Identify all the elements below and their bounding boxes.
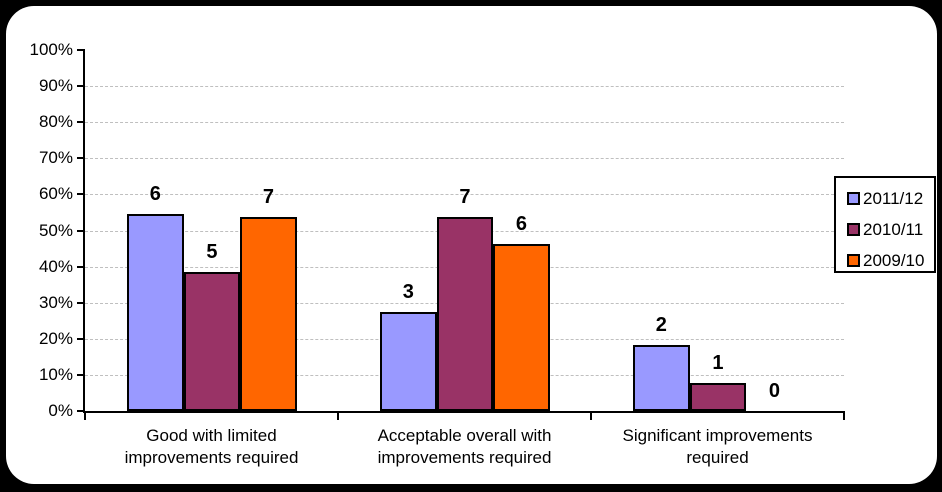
legend-label: 2009/10 [863,250,925,270]
x-tick-mark [337,411,339,420]
y-tick-mark [77,265,85,268]
bar-value-label: 7 [459,185,471,208]
legend-item: 2010/11 [836,214,934,245]
bar-value-label: 3 [402,281,414,304]
y-axis-tick-label: 30% [38,292,73,312]
y-axis-tick-label: 0% [48,401,73,420]
bar-value-label: 5 [206,241,218,263]
y-tick-mark [77,301,85,304]
bar-2011-12-cat1 [380,312,437,411]
category-label: Significant improvements required [591,425,844,469]
bar-value-label: 1 [712,352,724,375]
bar-2010-11-cat2 [689,383,747,411]
legend-label: 2010/11 [863,219,924,239]
h-gridline [85,122,844,124]
y-tick-mark [77,373,85,376]
bar-2009-10-cat1 [493,244,550,411]
h-gridline [85,194,844,196]
bar-value-label: 2 [655,314,667,337]
category-label-line: Acceptable overall with [377,426,552,445]
h-gridline [85,158,844,160]
y-axis-tick-label: 80% [38,112,73,132]
category-label-line: Significant improvements [622,426,813,445]
bar-2010-11-cat1 [436,216,494,411]
x-tick-mark [843,411,845,420]
bar-2009-10-cat0 [240,216,297,411]
y-tick-mark [77,85,85,88]
y-tick-mark [77,49,85,51]
y-axis-tick-label: 50% [38,220,73,240]
y-axis-line [83,50,85,413]
bar-2011-12-cat0 [127,214,184,411]
y-tick-mark [77,121,85,124]
y-tick-mark [77,337,85,340]
bar-2010-11-cat0 [183,272,241,411]
x-tick-mark [84,411,86,420]
x-tick-mark [590,411,592,420]
x-axis-line [83,411,844,413]
bar-value-label: 7 [262,185,275,208]
h-gridline [85,86,844,88]
bar-2011-12-cat2 [633,345,690,411]
y-axis-tick-label: 40% [38,256,73,276]
category-label-line: improvements required [124,448,299,467]
y-axis-tick-label: 70% [38,148,73,168]
bar-value-label: 6 [515,213,528,236]
y-axis-tick-label: 100% [29,40,73,59]
legend-swatch-icon [847,223,860,236]
legend-item: 2011/12 [836,183,934,214]
y-tick-mark [77,410,85,412]
legend-swatch-icon [847,254,860,267]
y-tick-mark [77,193,85,196]
category-label-line: Good with limited [146,426,277,445]
legend-box: 2011/12 2010/11 2009/10 [834,176,936,273]
legend-item: 2009/10 [836,245,934,276]
legend-swatch-icon [847,192,860,205]
category-label: Good with limited improvements required [85,425,338,469]
category-label: Acceptable overall with improvements requ… [338,425,591,469]
category-label-line: required [686,448,749,467]
y-axis-tick-label: 10% [38,364,73,384]
y-tick-mark [77,157,85,160]
category-label-line: improvements required [377,448,552,467]
legend-label: 2011/12 [863,188,924,208]
bar-value-label: 0 [768,380,781,402]
y-axis-tick-label: 60% [38,184,73,204]
y-axis-tick-label: 20% [38,328,73,348]
y-tick-mark [77,229,85,232]
bar-value-label: 6 [149,183,161,206]
y-axis-tick-label: 90% [38,76,73,96]
